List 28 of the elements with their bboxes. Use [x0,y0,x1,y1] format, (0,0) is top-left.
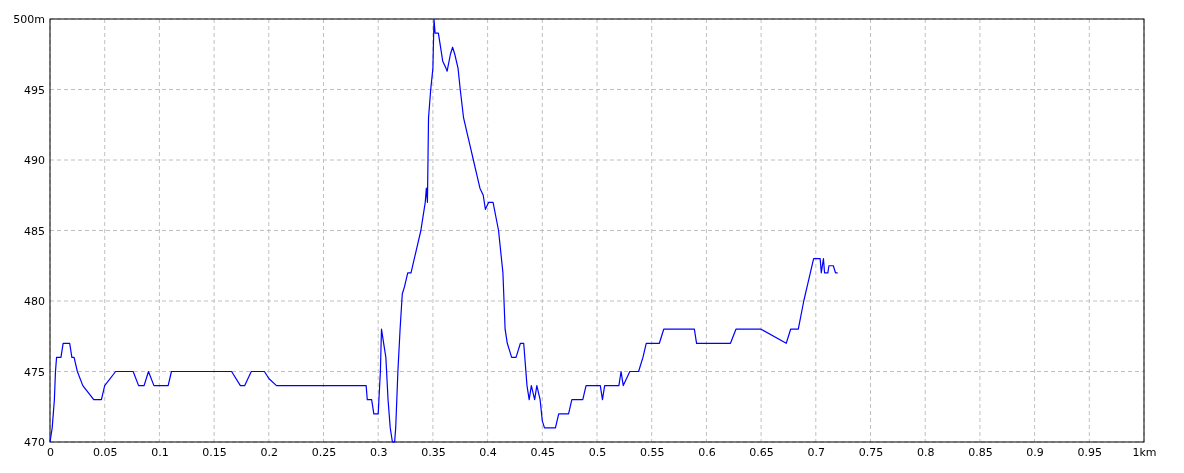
x-tick-label: 0.35 [421,445,446,459]
x-tick-label: 0.6 [698,445,716,459]
x-tick-label: 0.3 [369,445,388,459]
y-tick-label: 480 [24,295,45,309]
x-tick-label: 0.85 [968,445,993,459]
x-tick-label: 0.9 [1026,445,1044,459]
y-tick-label: 500m [13,13,45,27]
x-tick-label: 0.55 [639,445,665,459]
x-tick-label: 0.2 [260,445,279,459]
x-tick-label: 0.65 [749,445,774,459]
x-tick-label: 0.95 [1077,445,1103,459]
x-tick-label: 0.7 [807,445,826,459]
x-tick-label: 0 [47,445,54,459]
x-tick-label: 0.8 [916,445,935,459]
y-tick-label: 485 [24,224,45,238]
x-tick-label: 0.1 [151,445,169,459]
y-tick-label: 475 [24,365,45,379]
x-tick-label: 0.4 [479,445,497,459]
x-tick-label: 0.45 [530,445,556,459]
y-tick-label: 490 [24,154,45,168]
x-tick-label: 0.15 [202,445,227,459]
x-tick-label: 1km [1132,445,1157,459]
x-tick-label: 0.05 [92,445,118,459]
x-tick-label: 0.25 [311,445,337,459]
y-tick-label: 495 [24,83,45,97]
x-tick-label: 0.5 [588,445,607,459]
y-tick-label: 470 [24,436,45,450]
x-tick-label: 0.75 [858,445,884,459]
